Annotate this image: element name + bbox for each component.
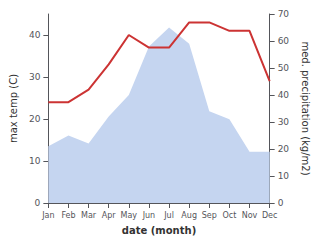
svg-text:med. precipitation (kg/m2): med. precipitation (kg/m2)	[300, 41, 311, 175]
svg-text:Mar: Mar	[81, 211, 97, 220]
svg-text:50: 50	[278, 63, 290, 73]
svg-text:Dec: Dec	[262, 211, 277, 220]
svg-text:40: 40	[29, 30, 41, 40]
svg-text:30: 30	[29, 72, 41, 82]
svg-text:20: 20	[29, 114, 41, 124]
svg-text:Nov: Nov	[242, 211, 258, 220]
svg-text:May: May	[121, 211, 138, 220]
svg-text:Aug: Aug	[181, 211, 197, 220]
svg-text:40: 40	[278, 90, 290, 100]
svg-text:60: 60	[278, 36, 290, 46]
svg-text:Oct: Oct	[222, 211, 236, 220]
svg-text:Feb: Feb	[61, 211, 75, 220]
svg-text:10: 10	[278, 171, 290, 181]
svg-text:Sep: Sep	[202, 211, 217, 220]
svg-text:Apr: Apr	[102, 211, 117, 220]
svg-text:max temp (C): max temp (C)	[8, 74, 19, 143]
svg-text:Jul: Jul	[163, 211, 174, 220]
svg-text:70: 70	[278, 9, 290, 19]
svg-text:Jun: Jun	[142, 211, 156, 220]
svg-text:Jan: Jan	[41, 211, 54, 220]
svg-text:0: 0	[278, 198, 284, 208]
svg-text:0: 0	[35, 198, 41, 208]
svg-text:10: 10	[29, 156, 41, 166]
svg-text:date (month): date (month)	[122, 225, 196, 236]
svg-text:20: 20	[278, 144, 290, 154]
svg-text:30: 30	[278, 117, 290, 127]
